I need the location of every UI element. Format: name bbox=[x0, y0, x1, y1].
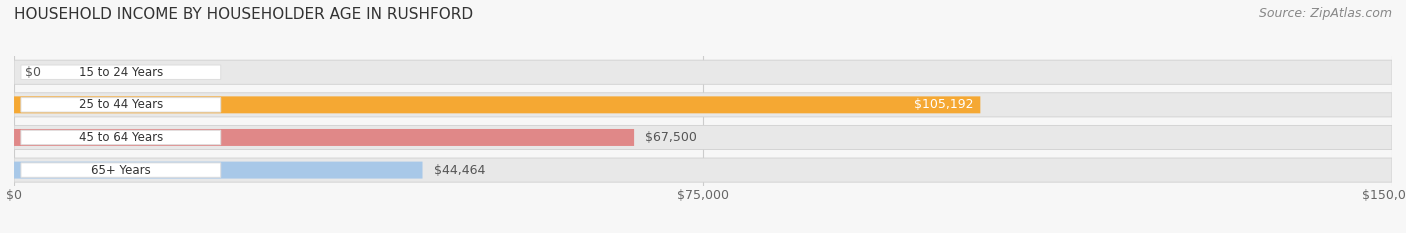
Text: $0: $0 bbox=[25, 66, 41, 79]
FancyBboxPatch shape bbox=[21, 163, 221, 177]
FancyBboxPatch shape bbox=[14, 162, 422, 178]
Text: $44,464: $44,464 bbox=[433, 164, 485, 177]
Text: $105,192: $105,192 bbox=[914, 98, 973, 111]
FancyBboxPatch shape bbox=[14, 129, 634, 146]
Text: 45 to 64 Years: 45 to 64 Years bbox=[79, 131, 163, 144]
FancyBboxPatch shape bbox=[14, 158, 1392, 182]
FancyBboxPatch shape bbox=[21, 65, 221, 79]
Text: HOUSEHOLD INCOME BY HOUSEHOLDER AGE IN RUSHFORD: HOUSEHOLD INCOME BY HOUSEHOLDER AGE IN R… bbox=[14, 7, 474, 22]
Text: Source: ZipAtlas.com: Source: ZipAtlas.com bbox=[1258, 7, 1392, 20]
Text: 25 to 44 Years: 25 to 44 Years bbox=[79, 98, 163, 111]
FancyBboxPatch shape bbox=[14, 93, 1392, 117]
FancyBboxPatch shape bbox=[21, 98, 221, 112]
FancyBboxPatch shape bbox=[14, 60, 1392, 84]
FancyBboxPatch shape bbox=[14, 96, 980, 113]
Text: 65+ Years: 65+ Years bbox=[91, 164, 150, 177]
Text: $67,500: $67,500 bbox=[645, 131, 697, 144]
FancyBboxPatch shape bbox=[21, 130, 221, 145]
Text: 15 to 24 Years: 15 to 24 Years bbox=[79, 66, 163, 79]
FancyBboxPatch shape bbox=[14, 125, 1392, 150]
